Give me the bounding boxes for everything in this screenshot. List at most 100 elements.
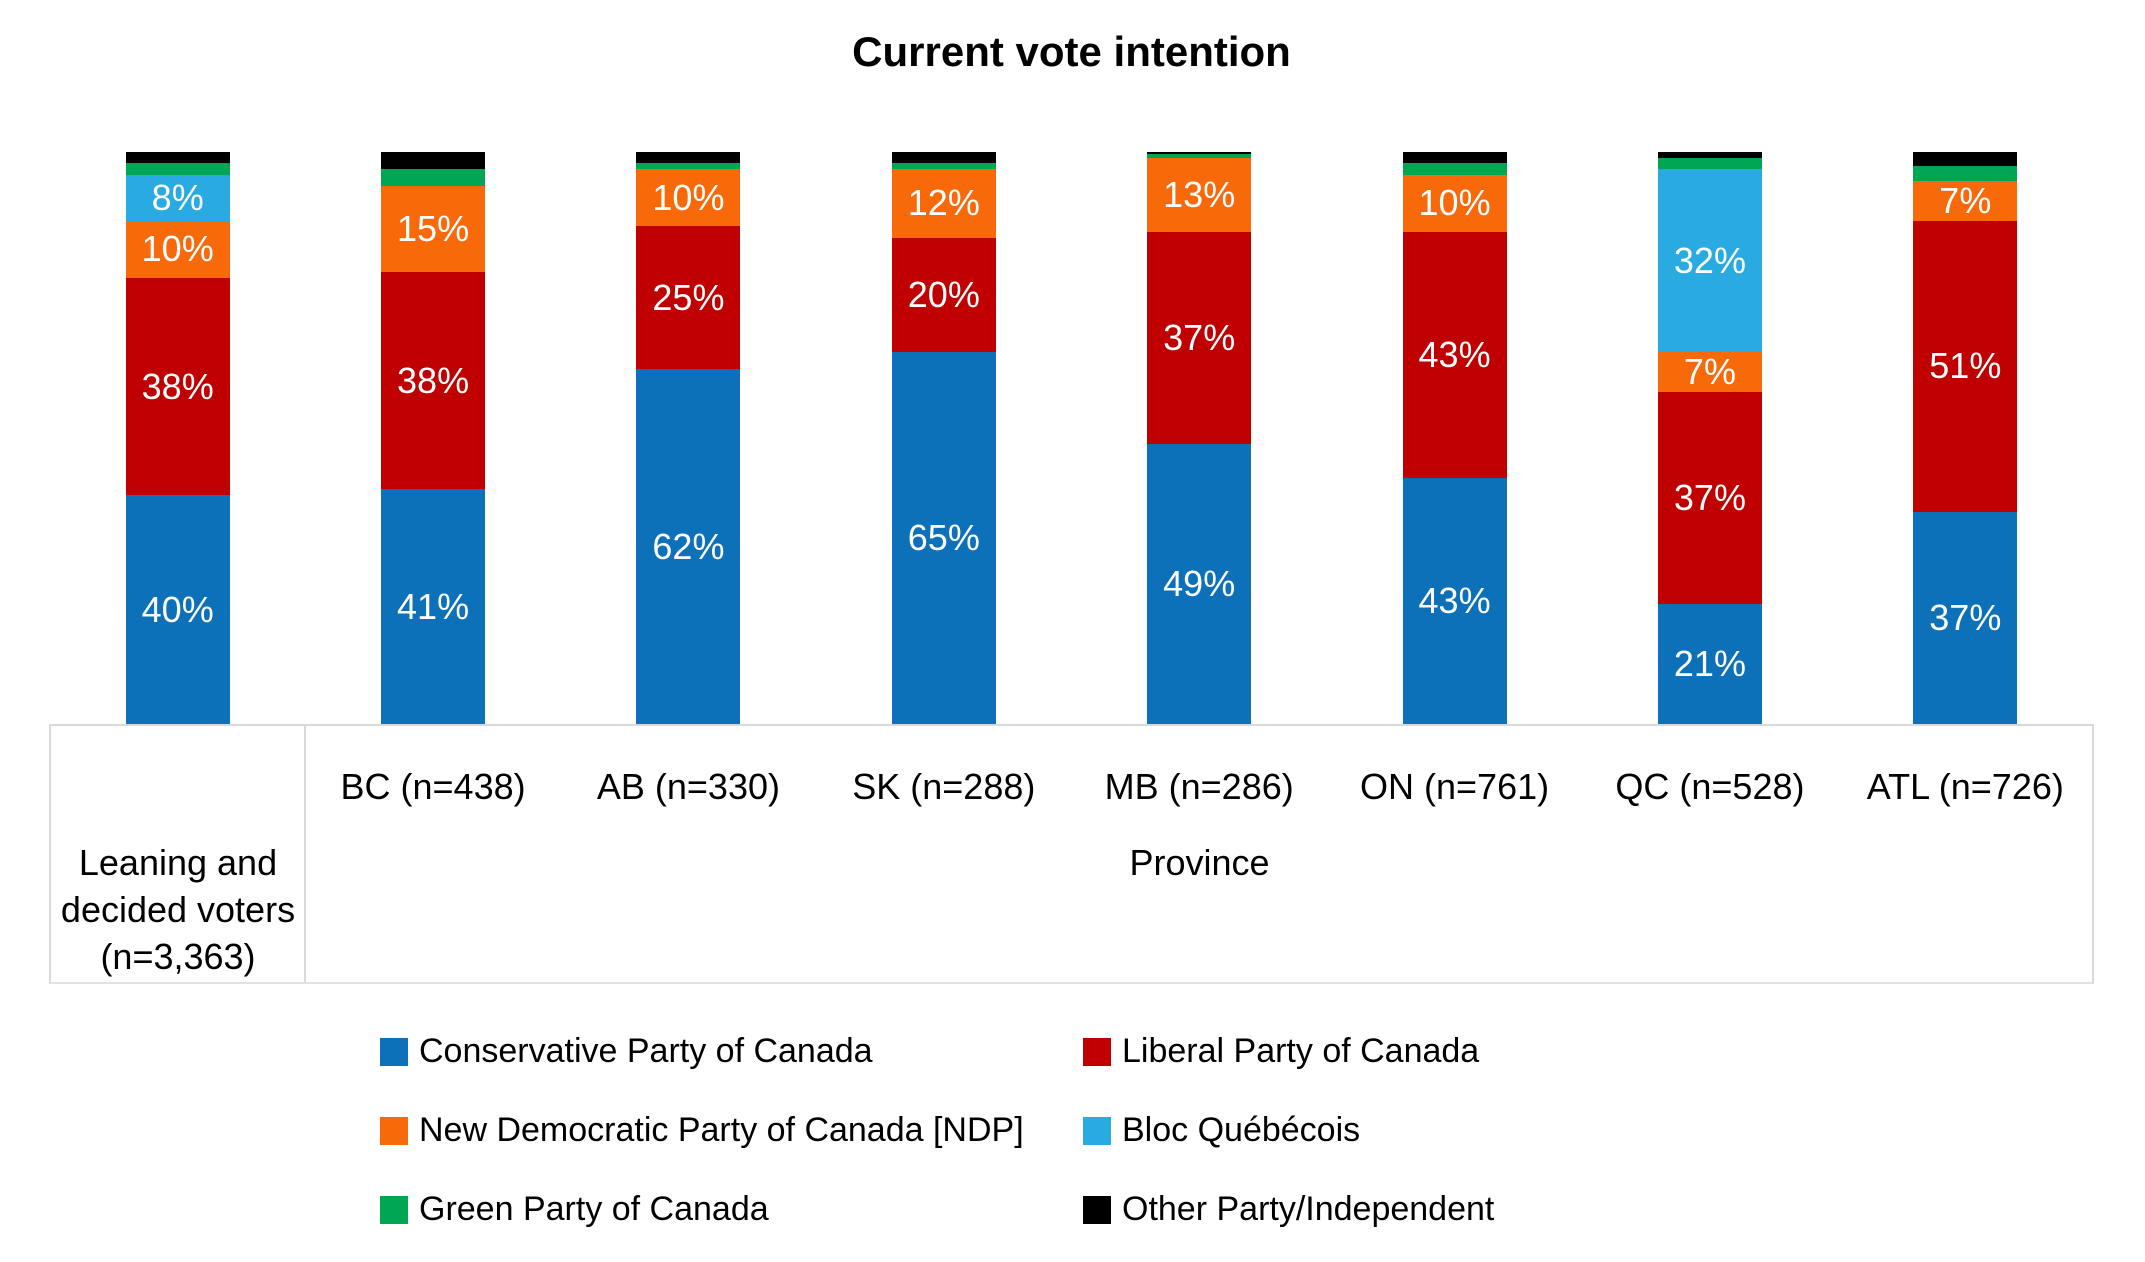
bar-segment-label: 38% (397, 359, 470, 401)
bar-segment-label: 15% (397, 208, 470, 250)
bar-segment-other-5 (1402, 152, 1507, 164)
bar-segment-label: 49% (1163, 562, 1236, 604)
axis-left-border (49, 724, 51, 984)
legend-item-ndp: New Democratic Party of Canada [NDP] (380, 1111, 1083, 1150)
bar-segment-label: 10% (1418, 182, 1491, 224)
bar-segment-conservative-0: 40% (125, 495, 230, 724)
legend-color-swatch-icon (1083, 1116, 1111, 1145)
bar-segment-green-4 (1147, 153, 1252, 158)
bar-segment-label: 21% (1673, 642, 1746, 684)
bar-segment-other-1 (381, 152, 486, 170)
legend-label: Other Party/Independent (1122, 1190, 1495, 1228)
bar-segment-bloc-0: 8% (125, 174, 230, 221)
category-label-4: MB (n=286) (1104, 766, 1294, 807)
bar-segment-label: 37% (1929, 597, 2002, 639)
bar-segment-liberal-3: 20% (891, 237, 996, 353)
bar-segment-bloc-6: 32% (1657, 169, 1762, 353)
legend-color-swatch-icon (1083, 1037, 1111, 1066)
legend: Conservative Party of Canada Liberal Part… (380, 1012, 1494, 1249)
bar-segment-conservative-5: 43% (1402, 478, 1507, 724)
bar-segment-label: 13% (1163, 173, 1236, 215)
bar-segment-label: 10% (652, 176, 725, 218)
bar-segment-label: 32% (1673, 239, 1746, 281)
bar-segment-other-4 (1147, 152, 1252, 154)
legend-item-liberal: Liberal Party of Canada (1083, 1032, 1494, 1071)
category-label-6: QC (n=528) (1615, 766, 1805, 807)
category-label-1: BC (n=438) (340, 766, 526, 807)
bar-segment-label: 25% (652, 276, 725, 318)
bar-segment-conservative-1: 41% (381, 489, 486, 724)
bar-segment-ndp-1: 15% (381, 186, 486, 273)
bar-segment-label: 40% (141, 588, 214, 630)
bar-segment-liberal-5: 43% (1402, 232, 1507, 479)
legend-color-swatch-icon (380, 1195, 408, 1224)
bar-segment-liberal-6: 37% (1657, 392, 1762, 604)
legend-item-green: Green Party of Canada (380, 1190, 1083, 1229)
axis-group-label-line: (n=3,363) (100, 936, 256, 977)
bar-segment-green-3 (891, 163, 996, 170)
bar-segment-liberal-4: 37% (1147, 232, 1252, 444)
bar-segment-green-0 (125, 163, 230, 175)
bar-segment-green-7 (1913, 166, 2018, 181)
bar-segment-liberal-0: 38% (125, 277, 230, 496)
bar-segment-ndp-4: 13% (1147, 157, 1252, 233)
category-label-5: ON (n=761) (1360, 766, 1550, 807)
bar-segment-label: 51% (1929, 345, 2002, 387)
bar-segment-label: 37% (1163, 316, 1236, 358)
bar-segment-label: 41% (397, 585, 470, 627)
bar-segment-ndp-5: 10% (1402, 174, 1507, 233)
bar-segment-label: 12% (907, 182, 980, 224)
bar-segment-label: 43% (1418, 580, 1491, 621)
category-label-7: ATL (n=726) (1866, 766, 2064, 807)
bar-segment-label: 37% (1673, 477, 1746, 519)
axis-top-border (50, 724, 2093, 726)
bar-segment-other-6 (1657, 152, 1762, 158)
legend-color-swatch-icon (1083, 1195, 1111, 1224)
axis-right-border (2092, 724, 2094, 984)
legend-label: Green Party of Canada (419, 1190, 769, 1228)
bar-segment-liberal-2: 25% (636, 226, 741, 370)
chart-title: Current vote intention (852, 28, 1291, 75)
bar-segment-green-5 (1402, 163, 1507, 175)
bar-segment-label: 43% (1418, 334, 1491, 376)
legend-color-swatch-icon (380, 1116, 408, 1145)
legend-label: New Democratic Party of Canada [NDP] (419, 1111, 1024, 1149)
legend-color-swatch-icon (380, 1037, 408, 1066)
bar-segment-ndp-3: 12% (891, 169, 996, 238)
bar-segment-other-3 (891, 152, 996, 164)
bar-segment-ndp-7: 7% (1913, 179, 2018, 221)
legend-label: Bloc Québécois (1122, 1111, 1361, 1149)
bar-segment-label: 65% (907, 517, 980, 559)
axis-group-label-province: Province (1129, 842, 1270, 883)
bar-segment-label: 8% (151, 176, 204, 218)
bar-segment-green-6 (1657, 157, 1762, 170)
category-label-3: SK (n=288) (852, 766, 1036, 807)
bar-segment-label: 10% (141, 228, 214, 270)
legend-item-conservative: Conservative Party of Canada (380, 1032, 1083, 1071)
axis-group-label-leaning-voters: Leaning and decided voters (n=3,363) (50, 839, 306, 980)
legend-item-bloc: Bloc Québécois (1083, 1111, 1494, 1150)
bar-segment-liberal-7: 51% (1913, 220, 2018, 513)
bar-segment-green-1 (381, 169, 486, 187)
axis-group-label-line: decided voters (60, 889, 296, 930)
bar-segment-conservative-7: 37% (1913, 512, 2018, 724)
category-label-2: AB (n=330) (596, 766, 780, 807)
bar-segment-label: 7% (1683, 351, 1736, 393)
bar-segment-other-2 (636, 152, 741, 164)
bar-segment-conservative-3: 65% (891, 352, 996, 724)
axis-group-label-line: Leaning and (78, 842, 278, 883)
bar-segment-ndp-2: 10% (636, 169, 741, 227)
legend-label: Liberal Party of Canada (1122, 1032, 1480, 1070)
bar-segment-label: 20% (907, 273, 980, 315)
bar-segment-other-0 (125, 152, 230, 164)
bar-segment-label: 7% (1939, 179, 1992, 221)
axis-bottom-border (50, 982, 2093, 984)
bar-segment-conservative-2: 62% (636, 369, 741, 724)
bar-segment-green-2 (636, 163, 741, 170)
bar-segment-conservative-6: 21% (1657, 603, 1762, 724)
bar-segment-liberal-1: 38% (381, 272, 486, 490)
bar-segment-label: 62% (652, 525, 725, 567)
legend-label: Conservative Party of Canada (419, 1032, 873, 1070)
legend-item-other: Other Party/Independent (1083, 1190, 1494, 1229)
